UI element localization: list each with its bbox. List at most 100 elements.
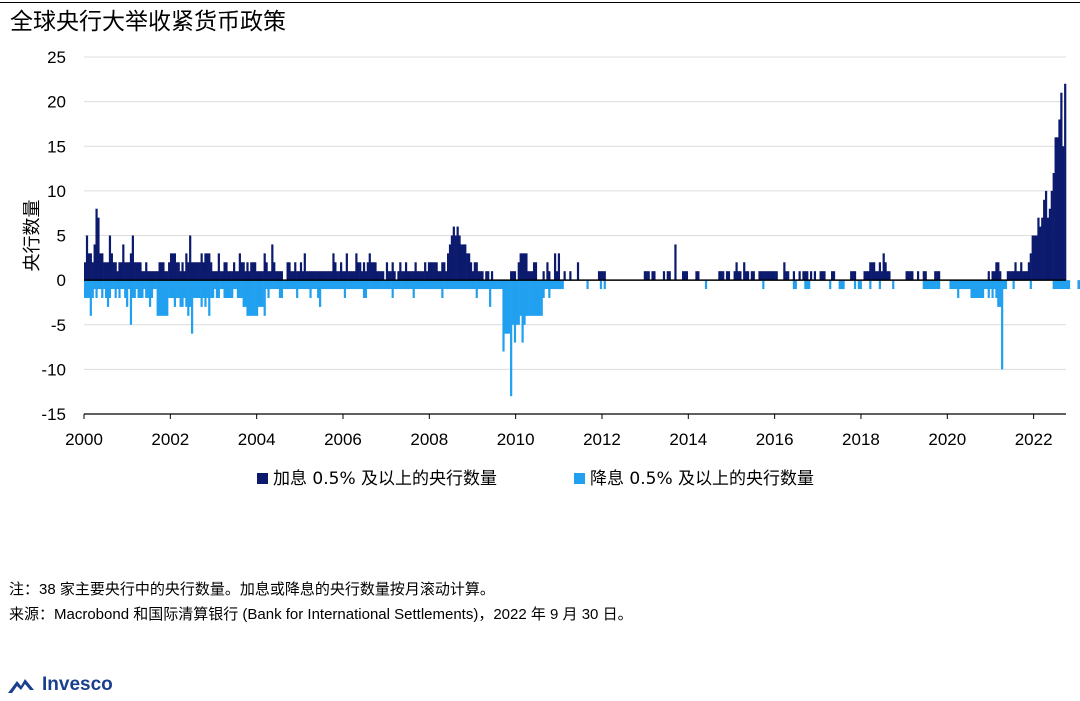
hike-bar bbox=[718, 271, 721, 281]
hike-bar bbox=[366, 262, 369, 281]
hike-bar bbox=[196, 262, 199, 281]
hike-bar bbox=[276, 271, 280, 281]
cut-bar bbox=[152, 280, 155, 290]
hike-bar bbox=[290, 271, 293, 281]
hike-bar bbox=[802, 271, 805, 281]
hike-bar bbox=[315, 271, 318, 281]
hike-bar bbox=[603, 271, 606, 281]
hike-bar bbox=[422, 271, 425, 281]
hike-bar bbox=[229, 271, 232, 281]
hike-bar bbox=[166, 271, 169, 281]
cut-bar bbox=[120, 280, 123, 290]
cut-bar bbox=[236, 280, 240, 298]
hike-bar bbox=[685, 271, 689, 281]
cut-bar bbox=[97, 280, 100, 290]
cut-bar bbox=[313, 280, 316, 290]
hike-bar bbox=[746, 271, 750, 281]
cut-bar bbox=[225, 280, 228, 298]
cut-bar bbox=[981, 280, 985, 298]
cut-bar bbox=[531, 280, 534, 316]
cut-bar bbox=[540, 280, 543, 316]
hike-bar bbox=[403, 271, 406, 281]
hike-bar bbox=[534, 262, 538, 281]
cut-bar bbox=[215, 280, 219, 298]
hike-bar bbox=[922, 271, 925, 281]
cut-bar bbox=[471, 280, 475, 290]
cut-bar bbox=[154, 280, 157, 290]
hike-bar bbox=[198, 262, 201, 281]
cut-bar bbox=[183, 280, 186, 298]
hike-bar bbox=[105, 262, 108, 281]
hike-bar bbox=[204, 253, 207, 281]
cut-bar bbox=[231, 280, 234, 298]
cut-bar bbox=[177, 280, 180, 298]
cut-bar bbox=[1064, 280, 1067, 290]
cut-bar bbox=[869, 280, 872, 290]
cut-bar bbox=[479, 280, 482, 290]
hike-bar bbox=[737, 271, 740, 281]
hike-bar bbox=[311, 271, 314, 281]
hike-bar bbox=[1052, 173, 1055, 281]
hike-bar bbox=[437, 271, 440, 281]
x-tick-label: 2004 bbox=[238, 430, 276, 449]
hike-bar bbox=[200, 253, 203, 281]
cut-bar bbox=[452, 280, 455, 290]
x-tick-label: 2002 bbox=[151, 430, 189, 449]
hike-bar bbox=[183, 271, 186, 281]
cut-bar bbox=[406, 280, 410, 290]
hike-bar bbox=[924, 271, 927, 281]
hike-bar bbox=[175, 262, 178, 281]
hike-bar bbox=[202, 262, 205, 281]
hike-bar bbox=[225, 262, 228, 281]
hike-bar bbox=[916, 271, 920, 281]
cut-bar bbox=[320, 280, 324, 290]
hike-bar bbox=[278, 271, 282, 281]
cut-bar bbox=[1058, 280, 1061, 290]
hike-bar bbox=[869, 262, 872, 281]
cut-bar bbox=[1066, 280, 1069, 290]
cut-bar bbox=[307, 280, 310, 290]
chart: 25 20 15 10 5 0 -5 -10 -15 央行数量 2000 2002 2004 2006 20… bbox=[22, 48, 1080, 489]
hike-bar bbox=[1058, 119, 1061, 281]
hike-bar bbox=[1008, 271, 1011, 281]
hike-bar bbox=[454, 235, 457, 281]
hike-bar bbox=[97, 217, 100, 281]
hike-bar bbox=[110, 253, 113, 281]
y-tick-label: 25 bbox=[47, 48, 66, 67]
cut-bar bbox=[552, 280, 555, 290]
x-tick-label: 2012 bbox=[583, 430, 621, 449]
hike-bar bbox=[466, 253, 469, 281]
cut-bar bbox=[148, 280, 152, 307]
hike-bar bbox=[410, 271, 413, 281]
cut-bar bbox=[414, 280, 417, 290]
hike-bar bbox=[206, 253, 209, 281]
hike-bar bbox=[487, 271, 490, 281]
hike-bar bbox=[389, 271, 392, 281]
hike-bar bbox=[399, 262, 402, 281]
hike-bar bbox=[248, 271, 251, 281]
cut-bar bbox=[221, 280, 224, 290]
hike-bar bbox=[322, 271, 326, 281]
hike-bar bbox=[353, 271, 356, 281]
cut-bar bbox=[91, 280, 94, 298]
hike-bar bbox=[361, 271, 364, 281]
cut-bar bbox=[229, 280, 232, 298]
hike-bar bbox=[219, 271, 222, 281]
hike-bar bbox=[143, 271, 146, 281]
cut-bar bbox=[603, 280, 606, 290]
hike-bar bbox=[798, 271, 801, 281]
hike-bar bbox=[244, 271, 247, 281]
hike-bar bbox=[555, 271, 559, 281]
hike-bar bbox=[250, 262, 253, 281]
hike-bar bbox=[286, 262, 289, 281]
hike-bar bbox=[727, 271, 731, 281]
cut-bar bbox=[189, 280, 192, 307]
cut-bar bbox=[964, 280, 967, 290]
hike-bar bbox=[527, 271, 530, 281]
hike-bar bbox=[349, 271, 352, 281]
hike-bar bbox=[832, 271, 836, 281]
hike-bar bbox=[408, 271, 411, 281]
x-tick-label: 2020 bbox=[928, 430, 966, 449]
cut-bar bbox=[483, 280, 486, 290]
cut-bar bbox=[147, 280, 150, 298]
